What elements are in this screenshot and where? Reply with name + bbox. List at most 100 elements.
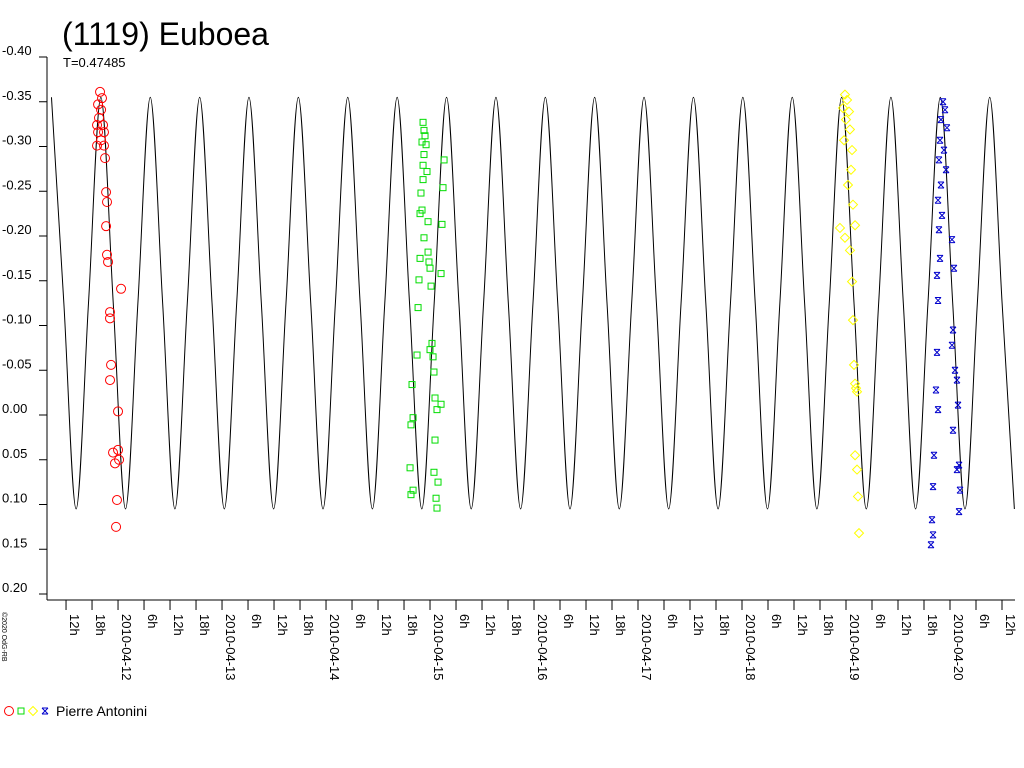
marker: [955, 508, 963, 516]
marker: [844, 245, 856, 256]
marker: [846, 144, 858, 156]
marker: [100, 153, 111, 164]
marker: [407, 421, 415, 429]
marker: [951, 366, 959, 374]
marker: [955, 461, 963, 469]
marker: [420, 126, 428, 134]
marker: [842, 179, 854, 191]
marker: [113, 406, 124, 417]
marker: [851, 464, 863, 475]
marker: [102, 196, 113, 207]
x-tick-label: 2010-04-17: [639, 614, 654, 681]
marker: [114, 454, 125, 465]
x-tick-label: 2010-04-19: [847, 614, 862, 681]
marker: [438, 220, 446, 228]
x-tick-label: 12h: [379, 614, 394, 636]
marker: [437, 400, 445, 408]
marker: [936, 136, 944, 144]
chart-subtitle: T=0.47485: [63, 55, 126, 70]
marker: [407, 491, 415, 499]
legend-label: Pierre Antonini: [56, 703, 147, 719]
marker: [409, 486, 417, 494]
y-tick-label: -0.05: [2, 356, 32, 371]
marker: [426, 264, 434, 272]
marker: [851, 386, 863, 397]
x-tick-label: 2010-04-20: [951, 614, 966, 681]
marker: [433, 504, 441, 512]
marker: [844, 124, 856, 135]
x-tick-label: 6h: [249, 614, 264, 628]
x-tick-label: 2010-04-16: [535, 614, 550, 681]
marker: [430, 368, 438, 376]
y-tick-label: -0.20: [2, 222, 32, 237]
x-tick-label: 18h: [821, 614, 836, 636]
marker: [849, 450, 861, 461]
marker: [929, 531, 937, 539]
legend-marker: [41, 707, 49, 715]
marker: [413, 351, 421, 359]
marker: [839, 89, 851, 100]
x-tick-label: 12h: [275, 614, 290, 636]
marker: [424, 248, 432, 256]
marker: [953, 466, 961, 474]
marker: [934, 296, 942, 304]
marker: [849, 220, 861, 231]
marker: [848, 359, 860, 371]
x-tick-label: 18h: [509, 614, 524, 636]
marker: [928, 516, 936, 524]
marker: [953, 376, 961, 384]
marker: [937, 181, 945, 189]
marker: [105, 375, 116, 386]
marker: [434, 478, 442, 486]
marker: [420, 234, 428, 242]
marker: [409, 414, 417, 422]
marker: [846, 276, 858, 287]
marker: [105, 313, 116, 324]
y-tick-label: 0.10: [2, 491, 27, 506]
marker: [406, 464, 414, 472]
marker: [927, 541, 935, 549]
x-tick-label: 6h: [665, 614, 680, 628]
marker: [429, 353, 437, 361]
x-tick-label: 6h: [353, 614, 368, 628]
marker: [105, 307, 116, 318]
marker: [92, 120, 103, 131]
marker: [113, 444, 124, 455]
marker: [948, 236, 956, 244]
x-tick-label: 12h: [691, 614, 706, 636]
x-tick-label: 18h: [405, 614, 420, 636]
marker: [937, 116, 945, 124]
marker: [943, 124, 951, 132]
marker: [116, 283, 127, 294]
marker: [845, 164, 857, 175]
x-tick-label: 6h: [873, 614, 888, 628]
x-tick-label: 12h: [899, 614, 914, 636]
marker: [103, 256, 114, 267]
marker: [111, 495, 122, 506]
marker: [934, 406, 942, 414]
y-tick-label: -0.15: [2, 267, 32, 282]
x-tick-label: 2010-04-15: [431, 614, 446, 681]
marker: [414, 304, 422, 312]
y-tick-label: -0.35: [2, 88, 32, 103]
y-tick-label: 0.20: [2, 580, 27, 595]
y-tick-label: -0.10: [2, 312, 32, 327]
chart-title: (1119) Euboea: [62, 16, 269, 52]
x-tick-label: 6h: [457, 614, 472, 628]
marker: [936, 254, 944, 262]
marker: [440, 156, 448, 164]
marker: [929, 483, 937, 491]
marker: [939, 98, 947, 106]
marker: [423, 168, 431, 176]
marker: [932, 386, 940, 394]
x-tick-label: 6h: [145, 614, 160, 628]
x-tick-label: 12h: [1003, 614, 1018, 636]
marker: [111, 521, 122, 532]
marker: [847, 314, 859, 326]
marker: [415, 276, 423, 284]
marker: [941, 106, 949, 114]
marker: [418, 206, 426, 214]
marker: [419, 176, 427, 184]
x-tick-label: 2010-04-12: [119, 614, 134, 681]
x-tick-label: 2010-04-13: [223, 614, 238, 681]
